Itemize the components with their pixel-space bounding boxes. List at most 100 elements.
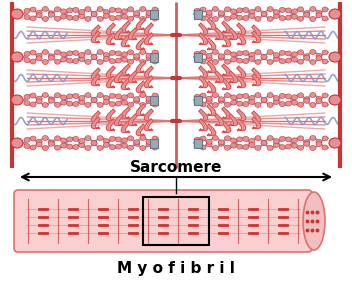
Ellipse shape bbox=[146, 53, 152, 58]
Ellipse shape bbox=[255, 59, 261, 65]
Ellipse shape bbox=[115, 137, 121, 142]
Polygon shape bbox=[106, 66, 115, 78]
Ellipse shape bbox=[140, 59, 146, 65]
Ellipse shape bbox=[316, 139, 322, 144]
Ellipse shape bbox=[36, 96, 42, 101]
Polygon shape bbox=[136, 124, 145, 136]
Polygon shape bbox=[121, 121, 130, 133]
Ellipse shape bbox=[134, 140, 140, 145]
Ellipse shape bbox=[316, 96, 322, 101]
Ellipse shape bbox=[316, 10, 322, 15]
Ellipse shape bbox=[273, 56, 279, 61]
Ellipse shape bbox=[206, 139, 212, 144]
Ellipse shape bbox=[97, 16, 103, 22]
Ellipse shape bbox=[24, 58, 30, 63]
Ellipse shape bbox=[304, 11, 310, 16]
Ellipse shape bbox=[48, 55, 54, 60]
Ellipse shape bbox=[134, 97, 140, 102]
Ellipse shape bbox=[316, 13, 322, 18]
Ellipse shape bbox=[42, 136, 48, 141]
Ellipse shape bbox=[316, 99, 322, 104]
Ellipse shape bbox=[24, 15, 30, 20]
Bar bbox=[194, 138, 202, 147]
FancyBboxPatch shape bbox=[14, 190, 312, 252]
Ellipse shape bbox=[329, 138, 341, 148]
Ellipse shape bbox=[152, 50, 158, 55]
Ellipse shape bbox=[42, 145, 48, 151]
Ellipse shape bbox=[146, 139, 152, 144]
Polygon shape bbox=[229, 114, 238, 126]
Ellipse shape bbox=[103, 53, 109, 57]
Ellipse shape bbox=[273, 13, 279, 18]
Ellipse shape bbox=[237, 51, 243, 56]
Ellipse shape bbox=[322, 93, 328, 98]
Ellipse shape bbox=[121, 95, 127, 100]
Ellipse shape bbox=[79, 52, 85, 57]
Ellipse shape bbox=[42, 16, 48, 22]
Ellipse shape bbox=[85, 145, 91, 150]
Ellipse shape bbox=[218, 98, 224, 103]
Ellipse shape bbox=[55, 7, 61, 12]
Ellipse shape bbox=[225, 145, 231, 150]
Polygon shape bbox=[128, 71, 137, 83]
Ellipse shape bbox=[206, 142, 212, 147]
Ellipse shape bbox=[115, 94, 121, 99]
Ellipse shape bbox=[128, 145, 134, 150]
Ellipse shape bbox=[152, 102, 158, 107]
Polygon shape bbox=[121, 35, 130, 47]
Ellipse shape bbox=[249, 52, 255, 57]
Ellipse shape bbox=[200, 93, 206, 98]
Polygon shape bbox=[144, 23, 153, 35]
Polygon shape bbox=[128, 28, 137, 40]
Ellipse shape bbox=[206, 56, 212, 61]
Ellipse shape bbox=[249, 9, 255, 14]
Ellipse shape bbox=[85, 50, 91, 55]
Ellipse shape bbox=[267, 50, 273, 55]
Ellipse shape bbox=[194, 137, 200, 142]
Ellipse shape bbox=[134, 11, 140, 16]
Polygon shape bbox=[91, 74, 100, 85]
Ellipse shape bbox=[243, 102, 249, 107]
Ellipse shape bbox=[200, 145, 206, 150]
Polygon shape bbox=[91, 31, 100, 43]
Ellipse shape bbox=[73, 145, 79, 150]
Polygon shape bbox=[136, 38, 145, 50]
Ellipse shape bbox=[97, 136, 103, 141]
Ellipse shape bbox=[231, 9, 237, 14]
Ellipse shape bbox=[140, 93, 146, 98]
Ellipse shape bbox=[140, 16, 146, 22]
Ellipse shape bbox=[249, 95, 255, 100]
Ellipse shape bbox=[115, 8, 121, 13]
Ellipse shape bbox=[85, 7, 91, 12]
Ellipse shape bbox=[237, 144, 243, 149]
Polygon shape bbox=[121, 78, 130, 90]
Ellipse shape bbox=[134, 55, 140, 60]
Ellipse shape bbox=[194, 52, 200, 56]
Ellipse shape bbox=[42, 59, 48, 65]
Polygon shape bbox=[199, 66, 208, 78]
Ellipse shape bbox=[329, 9, 341, 19]
Polygon shape bbox=[114, 114, 123, 126]
Ellipse shape bbox=[91, 54, 97, 59]
Ellipse shape bbox=[109, 102, 115, 107]
Ellipse shape bbox=[194, 101, 200, 106]
Ellipse shape bbox=[115, 144, 121, 149]
Ellipse shape bbox=[73, 50, 79, 55]
Ellipse shape bbox=[79, 57, 85, 61]
Ellipse shape bbox=[316, 142, 322, 147]
Ellipse shape bbox=[97, 93, 103, 98]
Ellipse shape bbox=[42, 7, 48, 12]
Ellipse shape bbox=[85, 136, 91, 141]
Ellipse shape bbox=[322, 50, 328, 55]
Ellipse shape bbox=[61, 95, 67, 100]
Ellipse shape bbox=[134, 141, 140, 146]
Polygon shape bbox=[144, 119, 153, 131]
Polygon shape bbox=[215, 71, 224, 83]
Polygon shape bbox=[207, 124, 216, 136]
Ellipse shape bbox=[249, 138, 255, 143]
Ellipse shape bbox=[109, 16, 115, 21]
Polygon shape bbox=[136, 104, 145, 115]
Ellipse shape bbox=[212, 59, 218, 65]
Ellipse shape bbox=[11, 138, 23, 148]
Ellipse shape bbox=[128, 7, 134, 12]
